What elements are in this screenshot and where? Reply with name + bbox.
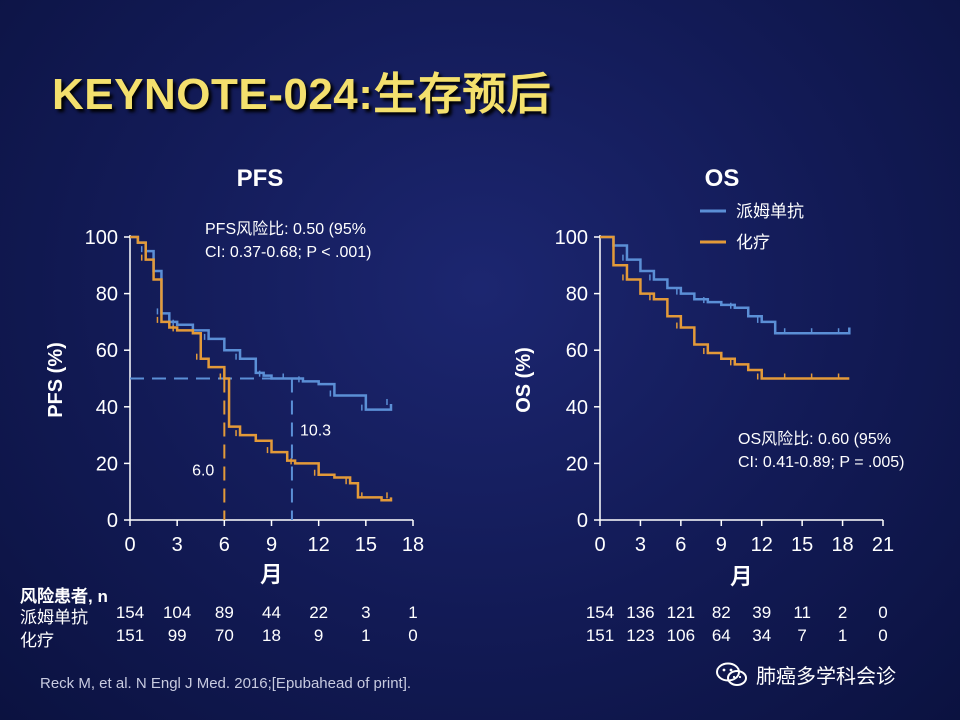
pfs-risk-value: 104 — [162, 603, 192, 622]
pfs-risk-value: 3 — [361, 603, 371, 622]
risk-row-label-chemo: 化疗 — [20, 631, 54, 650]
pfs-y-tick-label: 40 — [96, 397, 118, 419]
os-x-tick-label: 12 — [751, 534, 773, 556]
os-y-tick-label: 80 — [566, 284, 588, 306]
os-risk-row-pembro: 154 136 121 82 39 11 2 0 — [0, 603, 960, 625]
watermark: 肺癌多学科会诊 — [716, 660, 896, 689]
pfs-x-tick-label: 3 — [172, 534, 183, 556]
pfs-y-tick-label: 20 — [96, 453, 118, 475]
os-hazard-ratio-text: CI: 0.41-0.89; P = .005) — [738, 454, 904, 471]
pfs-x-tick-label: 6 — [219, 534, 230, 556]
os-risk-value: 1 — [837, 626, 848, 645]
pfs-series-line-chemo — [130, 235, 393, 502]
os-risk-value: 121 — [666, 603, 696, 622]
pfs-median-label: 10.3 — [300, 423, 331, 440]
os-risk-value: 11 — [793, 603, 811, 622]
os-y-tick-label: 0 — [577, 510, 588, 532]
os-series-line-pembro — [600, 235, 851, 335]
watermark-text: 肺癌多学科会诊 — [756, 666, 896, 688]
os-y-tick-label: 100 — [555, 227, 588, 249]
os-risk-value: 151 — [585, 626, 615, 645]
os-legend-label: 派姆单抗 — [736, 202, 804, 221]
os-risk-value: 34 — [752, 626, 772, 645]
pfs-risk-value: 1 — [408, 603, 418, 622]
pfs-y-tick-label: 100 — [85, 227, 118, 249]
slide-title: KEYNOTE-024:生存预后 — [52, 70, 552, 119]
os-y-tick-label: 60 — [566, 340, 588, 362]
os-x-tick-label: 0 — [594, 534, 605, 556]
risk-row-label-pembro: 派姆单抗 — [20, 608, 88, 627]
risk-table-header: 风险患者, n — [20, 587, 108, 606]
pfs-risk-value: 151 — [115, 626, 145, 645]
pfs-y-tick-label: 60 — [96, 340, 118, 362]
pfs-hazard-ratio-text: PFS风险比: 0.50 (95% — [205, 220, 366, 238]
pfs-chart-title: PFS — [237, 165, 284, 192]
wechat-icon — [716, 662, 747, 686]
os-x-axis-label: 月 — [729, 564, 752, 589]
os-risk-value: 2 — [837, 603, 848, 622]
os-x-tick-label: 15 — [791, 534, 813, 556]
pfs-risk-row-chemo: 151 99 70 18 9 1 0 — [0, 626, 480, 648]
pfs-risk-value: 70 — [214, 626, 234, 645]
pfs-x-axis-label: 月 — [259, 562, 282, 587]
os-risk-value: 123 — [626, 626, 655, 645]
pfs-risk-row-pembro: 154 104 89 44 22 3 1 — [0, 603, 480, 625]
os-risk-value: 136 — [626, 603, 655, 622]
os-x-tick-label: 21 — [872, 534, 894, 556]
os-chart-title: OS — [705, 165, 740, 192]
pfs-y-tick-label: 80 — [96, 284, 118, 306]
os-risk-value: 106 — [666, 626, 696, 645]
pfs-x-tick-label: 12 — [308, 534, 330, 556]
pfs-risk-value: 154 — [115, 603, 145, 622]
os-hazard-ratio-text: OS风险比: 0.60 (95% — [738, 430, 891, 448]
pfs-x-tick-label: 0 — [124, 534, 135, 556]
os-risk-value: 7 — [797, 626, 807, 645]
os-risk-value: 0 — [878, 603, 888, 622]
pfs-risk-value: 0 — [408, 626, 418, 645]
pfs-series-line-pembro — [130, 235, 393, 411]
pfs-risk-value: 99 — [167, 626, 187, 645]
pfs-hazard-ratio-text: CI: 0.37-0.68; P < .001) — [205, 244, 371, 261]
os-series-line-chemo — [600, 235, 850, 380]
pfs-x-tick-label: 9 — [266, 534, 277, 556]
os-y-tick-label: 20 — [566, 453, 588, 475]
pfs-risk-value: 1 — [361, 626, 371, 645]
pfs-risk-value: 44 — [262, 603, 281, 622]
pfs-risk-value: 89 — [214, 603, 234, 622]
os-risk-row-chemo: 151 123 106 64 34 7 1 0 — [0, 626, 960, 648]
os-y-axis-label: OS (%) — [513, 347, 535, 413]
pfs-x-tick-label: 15 — [355, 534, 377, 556]
os-x-tick-label: 9 — [716, 534, 727, 556]
pfs-x-tick-label: 18 — [402, 534, 424, 556]
pfs-risk-value: 22 — [309, 603, 329, 622]
reference-citation: Reck M, et al. N Engl J Med. 2016;[Epuba… — [40, 675, 412, 692]
os-x-tick-label: 3 — [635, 534, 646, 556]
pfs-y-axis-label: PFS (%) — [45, 342, 67, 418]
os-legend-label: 化疗 — [736, 233, 770, 252]
pfs-median-label: 6.0 — [192, 463, 214, 480]
pfs-risk-value: 9 — [313, 626, 324, 645]
os-risk-value: 39 — [752, 603, 772, 622]
os-risk-value: 82 — [711, 603, 731, 622]
os-x-tick-label: 6 — [675, 534, 686, 556]
pfs-risk-value: 18 — [262, 626, 281, 645]
pfs-y-tick-label: 0 — [107, 510, 118, 532]
os-risk-value: 154 — [585, 603, 615, 622]
os-x-tick-label: 18 — [831, 534, 853, 556]
os-y-tick-label: 40 — [566, 397, 588, 419]
os-risk-value: 64 — [711, 626, 731, 645]
os-risk-value: 0 — [878, 626, 888, 645]
